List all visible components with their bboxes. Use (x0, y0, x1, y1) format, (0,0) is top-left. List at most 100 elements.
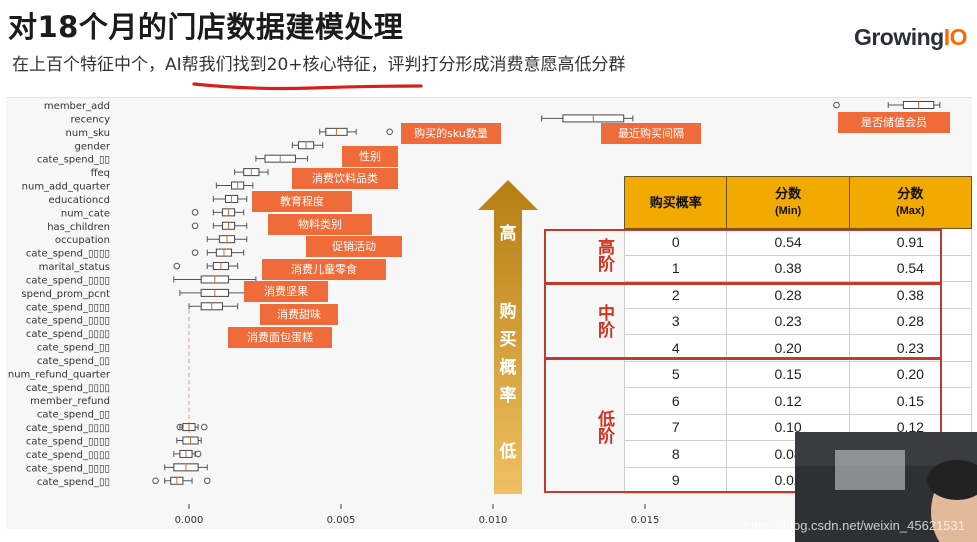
annotation-tag: 消费面包蛋糕 (228, 327, 332, 348)
probability-arrow: 高 购买概率 低 (476, 180, 540, 494)
arrow-label-char: 买 (499, 330, 517, 350)
cell-probability: 4 (623, 334, 728, 362)
slide-panel: member_add recency num_sku gender cate_spend… (6, 97, 973, 529)
cell-min-score: 0.28 (726, 281, 850, 309)
feature-label: cate_spend_▯▯▯▯ (26, 249, 110, 260)
presenter-video-frame (795, 432, 977, 542)
arrow-label-char: 率 (499, 386, 517, 406)
annotation-tag: 消费坚果 (244, 281, 328, 302)
page-subtitle: 在上百个特征中个，AI帮我们找到20+核心特征，评判打分形成消费意愿高低分群 (12, 50, 626, 75)
level-label: 低阶 (594, 410, 614, 445)
url-watermark: https://blog.csdn.net/weixin_45621531 (743, 518, 965, 533)
annotation-tag: 性别 (342, 146, 398, 167)
cell-max-score: 0.54 (848, 254, 973, 282)
arrow-label-char: 概 (499, 358, 517, 378)
x-tick-label: 0.015 (631, 515, 660, 526)
feature-label: cate_spend_▯▯ (37, 477, 110, 488)
col-header-probability: 购买概率 (623, 176, 728, 229)
feature-label: cate_spend_▯▯▯▯ (26, 275, 110, 286)
feature-label: cate_spend_▯▯▯▯ (26, 316, 110, 327)
cell-max-score: 0.38 (848, 281, 973, 309)
feature-label: cate_spend_▯▯▯▯ (26, 450, 110, 461)
feature-label: recency (71, 114, 111, 125)
annotation-tag: 消费儿童零食 (262, 259, 386, 280)
col-header-max: 分数 (Max) (848, 176, 973, 229)
feature-label: num_refund_quarter (8, 369, 111, 380)
score-row: 7 0.10 0.12 (584, 413, 973, 441)
feature-label: cate_spend_▯▯▯▯ (26, 437, 110, 448)
cell-min-score: 0.15 (726, 360, 850, 388)
outlier-point (200, 423, 208, 431)
cell-max-score: 0.28 (848, 307, 973, 335)
col-header-min: 分数 (Min) (726, 176, 850, 229)
outlier-point (191, 249, 199, 256)
subtitle-highlight: AI帮我们找到20+核心特征 (165, 55, 371, 75)
annotation-tag: 消费饮料品类 (292, 168, 398, 189)
annotation-tag: 促销活动 (306, 236, 402, 257)
cell-min-score: 0.20 (726, 334, 850, 362)
feature-label: cate_spend_▯▯ (37, 343, 110, 354)
outlier-point (203, 477, 211, 485)
cell-max-score: 0.20 (848, 360, 973, 388)
outlier-point (191, 209, 199, 216)
cell-min-score: 0.23 (726, 307, 850, 335)
score-row: 低阶 5 0.15 0.20 (584, 360, 973, 444)
arrow-shape (478, 180, 538, 494)
cell-probability: 0 (623, 228, 728, 256)
arrow-label-vertical: 购买概率 (476, 298, 540, 410)
cell-probability: 3 (623, 307, 728, 335)
feature-label: educationcd (49, 195, 110, 206)
cell-probability: 5 (623, 360, 728, 388)
feature-label: cate_spend_▯▯▯▯ (26, 423, 110, 434)
feature-label: member_refund (30, 396, 110, 407)
cell-min-score: 0.38 (726, 254, 850, 282)
annotation-tag: 消费甜味 (260, 304, 338, 325)
feature-label: cate_spend_▯▯▯▯ (26, 463, 110, 474)
cell-min-score: 0.12 (726, 387, 850, 415)
score-row: 6 0.12 0.15 (584, 387, 973, 415)
arrow-label-high: 高 (499, 224, 517, 244)
cell-probability: 6 (623, 387, 728, 415)
feature-label: num_cate (61, 208, 110, 219)
feature-label: occupation (55, 235, 110, 246)
logo-accent: IO (943, 24, 968, 50)
arrow-label-char: 购 (499, 302, 517, 322)
feature-label: has_children (47, 222, 110, 233)
outlier-point (173, 262, 181, 270)
cell-probability: 9 (623, 466, 728, 494)
cell-max-score: 0.15 (848, 387, 973, 415)
feature-label: cate_spend_▯▯ (37, 410, 110, 421)
feature-label: cate_spend_▯▯▯▯ (26, 329, 110, 340)
brand-logo: GrowingIO (854, 24, 968, 51)
page-title: 对18个月的门店数据建模处理 (8, 10, 404, 44)
feature-label: marital_status (39, 262, 110, 273)
annotation-tag: 购买的sku数量 (401, 123, 501, 144)
outlier-point (176, 423, 184, 431)
cell-max-score: 0.91 (848, 228, 973, 256)
annotation-tag: 物料类别 (268, 214, 372, 235)
arrow-label-low: 低 (499, 442, 517, 462)
outlier-point (833, 101, 840, 109)
subtitle-prefix: 在上百个特征中个， (12, 55, 165, 75)
cell-max-score: 0.23 (848, 334, 973, 362)
cell-probability: 8 (623, 440, 728, 468)
feature-label: member_add (44, 101, 110, 112)
score-table: 购买概率 分数 (Min) 分数 (Max) 高阶 0 0.54 0.91 1 0.38 0.5… (584, 176, 973, 494)
score-row: 3 0.23 0.28 (584, 307, 973, 335)
x-tick-label: 0.005 (327, 515, 356, 526)
arrow-label-probability: 购买概率 (476, 298, 540, 410)
feature-label: cate_spend_▯▯ (37, 356, 110, 367)
x-tick-label: 0.000 (175, 515, 204, 526)
feature-label: cate_spend_▯▯ (37, 155, 110, 166)
cell-probability: 1 (623, 254, 728, 282)
score-row: 高阶 0 0.54 0.91 (584, 228, 973, 272)
feature-label: num_add_quarter (22, 182, 111, 193)
annotation-tag: 是否储值会员 (838, 112, 950, 133)
feature-label: num_sku (66, 128, 110, 139)
subtitle-suffix: ，评判打分形成消费意愿高低分群 (370, 55, 626, 75)
cell-probability: 2 (623, 281, 728, 309)
outlier-point (191, 222, 199, 230)
feature-label: cate_spend_▯▯▯▯ (26, 302, 110, 313)
outlier-point (386, 128, 393, 136)
